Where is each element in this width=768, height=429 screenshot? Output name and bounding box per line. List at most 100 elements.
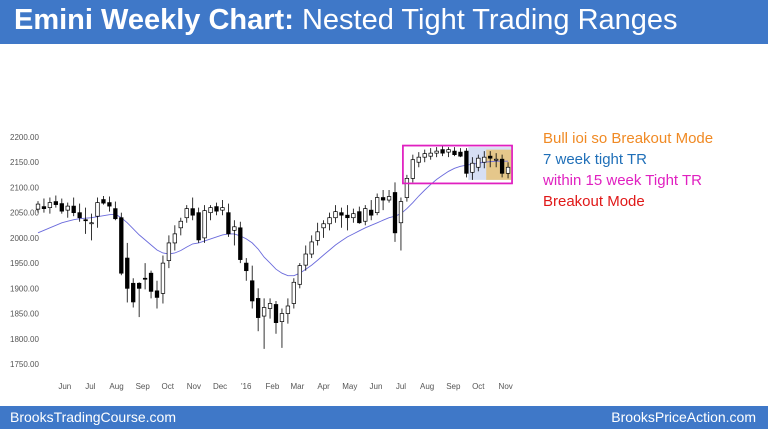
note-7-week-tr: 7 week tight TR <box>543 151 647 168</box>
candle-body <box>369 209 374 216</box>
x-tick-label: Jul <box>396 382 406 391</box>
x-tick-label: Nov <box>187 382 201 391</box>
candle-body <box>333 211 338 219</box>
note-bull-ioi: Bull ioi so Breakout Mode <box>543 130 714 147</box>
x-tick-label: Oct <box>161 382 174 391</box>
y-tick-label: 2200.00 <box>10 133 39 142</box>
candle-body <box>59 203 64 212</box>
x-tick-label: Jul <box>85 382 95 391</box>
candle-body <box>339 212 344 216</box>
candle-body <box>137 282 142 289</box>
candle-body <box>226 212 231 235</box>
candle-body <box>452 150 457 156</box>
y-tick-label: 1900.00 <box>10 284 39 293</box>
footer-right-site[interactable]: BrooksPriceAction.com <box>611 409 756 425</box>
candle-body <box>494 158 499 161</box>
candle-body <box>77 212 82 219</box>
candle-body <box>238 227 243 260</box>
candle-body <box>208 207 213 214</box>
candle-body <box>148 272 154 292</box>
candle-body <box>499 158 505 174</box>
candle-body <box>375 197 380 214</box>
x-tick-label: Aug <box>420 382 434 391</box>
candle-body <box>273 304 279 323</box>
candle-body <box>392 192 398 234</box>
candle-body <box>184 208 189 219</box>
candle-body <box>351 213 356 219</box>
candle-body <box>458 151 463 157</box>
candle-body <box>422 153 427 158</box>
candle-body <box>142 277 148 280</box>
candle-body <box>476 157 481 168</box>
x-tick-label: Aug <box>109 382 123 391</box>
x-tick-label: Sep <box>136 382 151 391</box>
candle-body <box>297 265 302 285</box>
y-tick-label: 1950.00 <box>10 259 39 268</box>
x-tick-label: Oct <box>472 382 485 391</box>
page-title: Emini Weekly Chart: Nested Tight Trading… <box>14 4 678 37</box>
y-tick-label: 2150.00 <box>10 158 39 167</box>
candle-body <box>363 208 368 222</box>
x-tick-label: Mar <box>291 382 305 391</box>
candle-body <box>83 219 88 222</box>
x-tick-label: Feb <box>266 382 280 391</box>
candle-body <box>166 242 172 261</box>
note-15-week-tr: within 15 week Tight TR <box>543 172 702 189</box>
candle-body <box>35 203 41 210</box>
candle-body <box>107 202 112 207</box>
x-tick-label: Jun <box>370 382 383 391</box>
candle-body <box>428 152 433 157</box>
footer-bar <box>0 406 768 429</box>
candle-body <box>190 208 195 216</box>
x-tick-label: '16 <box>241 382 252 391</box>
range-box-15-week-outline <box>402 144 513 185</box>
moving-average-line <box>37 160 509 277</box>
title-rest: Nested Tight Trading Ranges <box>293 4 678 36</box>
candle-body <box>285 305 291 314</box>
candle-body <box>47 202 53 208</box>
candle-body <box>41 206 47 209</box>
footer-left-site[interactable]: BrooksTradingCourse.com <box>10 409 176 425</box>
candle-body <box>172 233 178 244</box>
annotation-notes: Bull ioi so Breakout Mode 7 week tight T… <box>543 128 713 212</box>
candle-body <box>357 211 362 224</box>
candle-body <box>440 149 445 154</box>
y-tick-label: 1850.00 <box>10 310 39 319</box>
candle-body <box>220 207 225 211</box>
candle-body <box>482 156 487 163</box>
candle-body <box>321 223 326 229</box>
candle-body <box>53 201 58 205</box>
x-tick-label: Dec <box>213 382 227 391</box>
candle-body <box>309 241 314 255</box>
candle-body <box>327 217 332 225</box>
candle-body <box>214 206 219 212</box>
candle-body <box>196 212 201 241</box>
y-tick-label: 2100.00 <box>10 183 39 192</box>
candle-body <box>380 197 386 201</box>
candle-body <box>131 282 136 303</box>
x-tick-label: Jun <box>58 382 71 391</box>
candle-body <box>464 150 469 174</box>
candle-body <box>434 150 439 154</box>
candle-body <box>95 202 100 217</box>
candle-body <box>267 303 273 309</box>
candle-body <box>470 162 475 173</box>
candle-body <box>404 178 410 198</box>
x-tick-label: Sep <box>446 382 461 391</box>
candle-body <box>446 149 451 153</box>
candle-body <box>256 298 261 318</box>
candle-body <box>345 214 350 219</box>
candle-body <box>250 280 255 302</box>
candle-body <box>113 208 118 220</box>
candle-body <box>505 166 511 174</box>
candle-body <box>65 205 70 211</box>
candle-body <box>488 155 493 159</box>
candle-body <box>101 199 106 204</box>
candle-body <box>291 281 296 304</box>
title-bold: Emini Weekly Chart: <box>14 4 294 36</box>
candle-body <box>232 226 237 231</box>
candle-body <box>154 290 160 298</box>
candle-body <box>178 220 183 229</box>
candle-body <box>125 257 130 289</box>
